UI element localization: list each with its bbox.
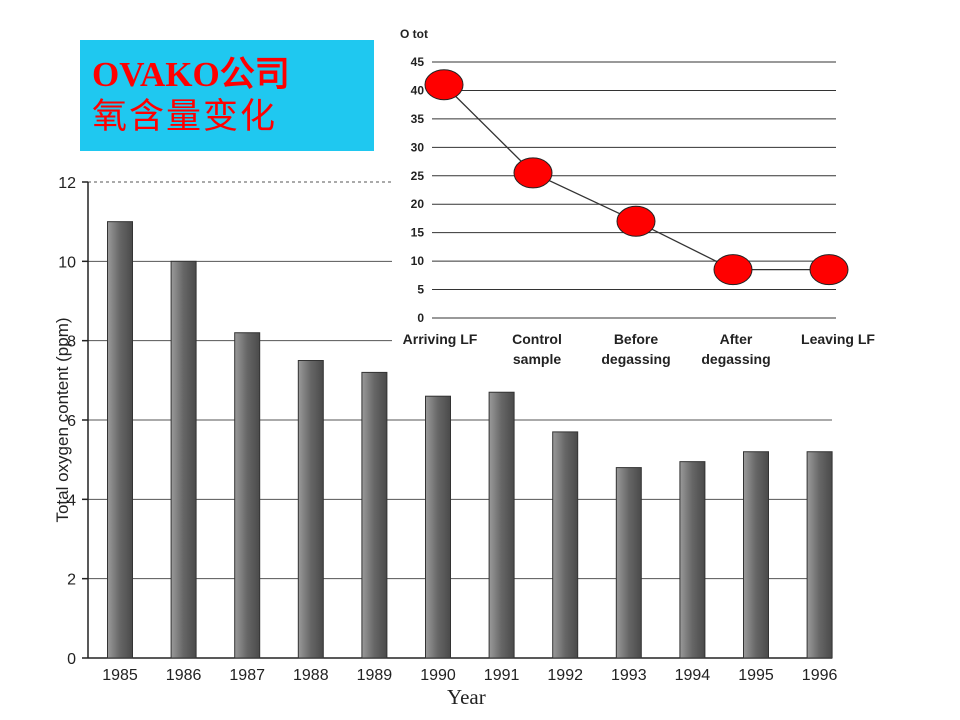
bar-chart-x-tick-label: 1995	[738, 667, 774, 684]
bar-chart-y-tick-label: 2	[67, 572, 76, 589]
bar-chart-x-tick-label: 1986	[166, 667, 202, 684]
bar-chart-bar	[615, 467, 642, 659]
line-chart-x-tick-label: degassing	[701, 351, 770, 367]
bar-chart-bar	[488, 391, 515, 659]
line-chart-y-tick-label: 10	[411, 254, 425, 268]
title-line-2: 氧含量变化	[92, 97, 278, 136]
line-chart-y-tick-label: 35	[411, 112, 425, 126]
bar-chart-y-tick-label: 10	[58, 254, 76, 271]
bar-chart-bar	[297, 360, 324, 659]
line-chart-point	[424, 69, 464, 101]
bar-chart-y-axis-label: Total oxygen content (ppm)	[53, 317, 72, 522]
line-chart-y-tick-label: 40	[411, 83, 425, 97]
bar-chart-x-tick-label: 1985	[102, 667, 138, 684]
line-chart-y-tick-label: 30	[411, 140, 425, 154]
title-line-1: OVAKO公司	[92, 55, 290, 94]
bar-chart-bar	[170, 260, 197, 659]
bar-chart-x-tick-label: 1991	[484, 667, 520, 684]
bar-chart-x-tick-label: 1996	[802, 667, 838, 684]
bar-chart-bar	[743, 451, 769, 659]
line-chart-x-tick-label: Control	[512, 331, 562, 347]
line-chart-point	[513, 157, 553, 189]
bar-chart-bar	[425, 395, 451, 659]
bar-chart-y-tick-label: 6	[67, 413, 76, 430]
bar-chart-x-tick-label: 1994	[675, 667, 711, 684]
bar-chart-bar	[806, 451, 833, 659]
line-chart-point	[616, 205, 656, 237]
bar-chart-x-tick-label: 1987	[229, 667, 265, 684]
bar-chart-x-tick-label: 1993	[611, 667, 647, 684]
line-chart-y-tick-label: 45	[411, 55, 425, 69]
line-chart-x-tick-label: Leaving LF	[801, 331, 875, 347]
bar-chart-x-tick-label: 1990	[420, 667, 456, 684]
line-chart-x-tick-label: After	[720, 331, 753, 347]
bar-chart-y-tick-label: 12	[58, 175, 76, 192]
bar-chart-x-tick-label: 1989	[357, 667, 393, 684]
bar-chart-bar	[107, 221, 133, 659]
bar-chart-y-tick-label: 8	[67, 334, 76, 351]
line-chart-point	[713, 254, 753, 286]
bar-chart-x-tick-label: 1988	[293, 667, 329, 684]
line-chart-x-tick-label: Arriving LF	[403, 331, 478, 347]
bar-chart-bar	[552, 431, 579, 659]
line-chart-y-tick-label: 5	[417, 283, 424, 297]
line-chart-title: O tot	[400, 27, 428, 41]
line-chart-point	[809, 254, 849, 286]
bar-chart-bar	[679, 461, 706, 659]
bar-chart-bar	[234, 332, 261, 659]
bar-chart-y-tick-label: 0	[67, 651, 76, 668]
bar-chart-y-tick-label: 4	[67, 492, 76, 509]
bar-chart-bar	[361, 371, 388, 659]
line-chart-y-tick-label: 20	[411, 197, 425, 211]
line-chart-x-tick-label: degassing	[601, 351, 670, 367]
line-chart-x-tick-label: Before	[614, 331, 659, 347]
line-chart-y-tick-label: 15	[411, 226, 425, 240]
line-chart-y-tick-label: 25	[411, 169, 425, 183]
bar-chart-x-axis-label: Year	[447, 685, 486, 709]
title-box: OVAKO公司 氧含量变化	[80, 40, 374, 151]
line-chart-panel	[392, 18, 892, 378]
line-chart-x-tick-label: sample	[513, 351, 561, 367]
bar-chart-x-tick-label: 1992	[547, 667, 583, 684]
line-chart-y-tick-label: 0	[417, 311, 424, 325]
